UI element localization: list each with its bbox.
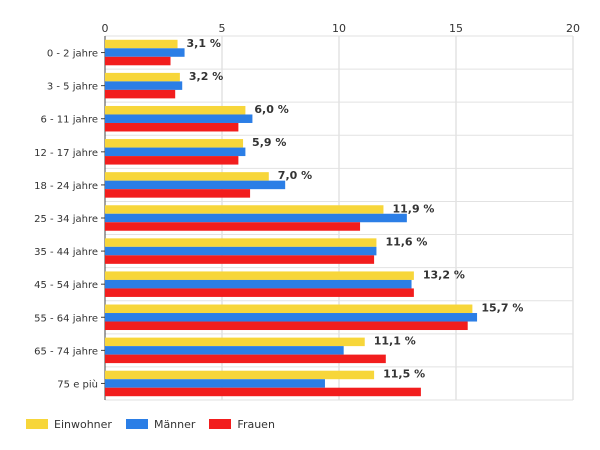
bar-frauen-2 <box>105 122 239 132</box>
legend-label-einwohner: Einwohner <box>54 417 112 431</box>
bar-frauen-0 <box>105 56 171 66</box>
bar-mnner-9 <box>105 346 344 355</box>
category-label-8: 55 - 64 jahre <box>34 313 98 324</box>
data-label-10: 11,5 % <box>383 368 425 381</box>
legend-item-maenner: Männer <box>125 417 196 431</box>
bar-mnner-5 <box>105 213 407 223</box>
bar-mnner-3 <box>105 147 246 157</box>
x-tick-label-0: 0 <box>102 22 109 35</box>
bar-einwohner-7 <box>105 271 414 280</box>
x-tick-label-3: 15 <box>449 22 463 35</box>
bar-mnner-10 <box>105 379 325 388</box>
x-tick-label-4: 20 <box>566 22 580 35</box>
legend-label-maenner: Männer <box>153 417 196 431</box>
legend-item-einwohner: Einwohner <box>26 418 112 431</box>
bar-einwohner-6 <box>105 238 377 247</box>
category-label-9: 65 - 74 jahre <box>34 346 98 357</box>
bar-frauen-3 <box>105 156 239 165</box>
data-label-8: 15,7 % <box>481 302 523 315</box>
bar-mnner-8 <box>105 313 478 322</box>
x-tick-label-1: 5 <box>219 22 226 35</box>
bar-frauen-10 <box>105 387 421 397</box>
category-label-1: 3 - 5 jahre <box>47 82 98 93</box>
category-label-3: 12 - 17 jahre <box>34 148 98 159</box>
category-label-7: 45 - 54 jahre <box>34 280 98 291</box>
category-label-2: 6 - 11 jahre <box>40 115 98 126</box>
legend-label-frauen: Frauen <box>237 417 275 431</box>
bar-einwohner-4 <box>105 172 269 181</box>
bar-frauen-6 <box>105 255 375 264</box>
data-label-3: 5,9 % <box>252 136 286 149</box>
bar-frauen-7 <box>105 288 414 297</box>
bar-einwohner-9 <box>105 337 365 347</box>
legend-swatch-frauen <box>209 419 232 429</box>
bar-mnner-6 <box>105 246 377 256</box>
data-label-5: 11,9 % <box>392 202 434 215</box>
category-label-4: 18 - 24 jahre <box>34 181 98 192</box>
data-label-0: 3,1 % <box>187 37 221 50</box>
category-label-5: 25 - 34 jahre <box>34 214 98 225</box>
data-label-9: 11,1 % <box>374 335 416 348</box>
bar-mnner-2 <box>105 114 253 123</box>
legend: Einwohner Männer Frauen <box>26 417 289 431</box>
legend-item-frauen: Frauen <box>209 418 275 431</box>
bar-einwohner-3 <box>105 139 244 148</box>
bar-einwohner-2 <box>105 105 246 115</box>
bar-einwohner-10 <box>105 370 375 380</box>
bar-einwohner-5 <box>105 205 384 214</box>
data-label-7: 13,2 % <box>423 268 465 281</box>
bar-frauen-1 <box>105 89 176 99</box>
bar-einwohner-1 <box>105 72 180 82</box>
bar-mnner-4 <box>105 180 286 190</box>
bar-mnner-7 <box>105 279 412 289</box>
data-label-1: 3,2 % <box>189 70 223 83</box>
bar-einwohner-0 <box>105 39 178 49</box>
bar-frauen-4 <box>105 189 251 198</box>
bar-mnner-0 <box>105 48 185 57</box>
category-label-10: 75 e più <box>57 378 98 390</box>
bar-frauen-5 <box>105 222 361 231</box>
legend-swatch-maenner <box>125 419 148 429</box>
category-label-6: 35 - 44 jahre <box>34 247 98 258</box>
bar-einwohner-8 <box>105 304 473 314</box>
x-tick-label-2: 10 <box>332 22 346 35</box>
legend-swatch-einwohner <box>26 419 48 429</box>
category-label-0: 0 - 2 jahre <box>47 49 98 60</box>
bar-frauen-9 <box>105 354 386 364</box>
data-label-2: 6,0 % <box>254 103 288 116</box>
data-label-4: 7,0 % <box>278 169 312 182</box>
data-label-6: 11,6 % <box>385 235 427 248</box>
bar-frauen-8 <box>105 321 468 331</box>
bar-mnner-1 <box>105 81 183 90</box>
